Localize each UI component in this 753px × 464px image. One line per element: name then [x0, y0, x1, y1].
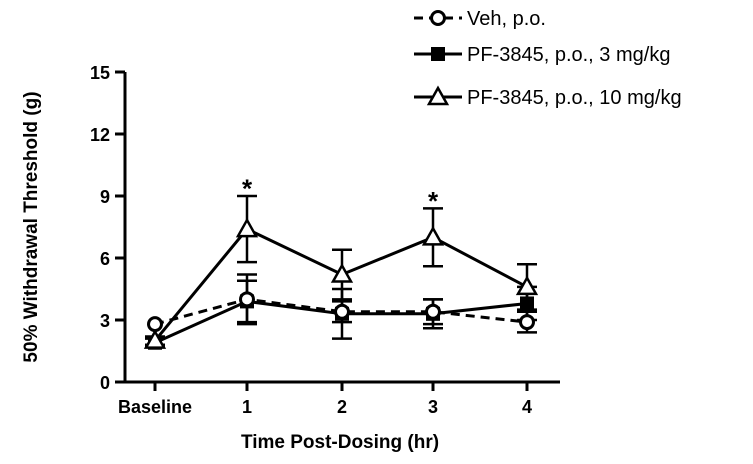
y-tick-label: 0 — [100, 373, 110, 393]
data-point — [239, 291, 255, 308]
x-tick-label: 3 — [428, 397, 438, 417]
annotation-layer: * * — [242, 174, 439, 216]
data-point — [147, 316, 163, 333]
x-axis-label: Time Post-Dosing (hr) — [241, 432, 439, 453]
series-layer — [143, 194, 539, 350]
x-tick-label: 4 — [522, 397, 532, 417]
data-point — [334, 303, 350, 320]
data-point — [235, 217, 259, 238]
data-point — [143, 329, 167, 349]
significance-marker: * — [428, 186, 439, 216]
y-tick-label: 15 — [90, 63, 110, 83]
x-tick-label: 2 — [337, 397, 347, 417]
legend-label: PF-3845, p.o., 3 mg/kg — [467, 44, 670, 66]
data-point — [519, 314, 535, 331]
data-point — [330, 262, 354, 283]
y-ticks: 0 3 6 9 12 15 — [90, 63, 125, 393]
significance-marker: * — [242, 174, 253, 204]
legend-marker — [426, 85, 450, 106]
series-2 — [143, 194, 539, 349]
legend-marker — [430, 10, 446, 26]
legend-marker — [431, 47, 445, 61]
x-tick-label: 1 — [242, 397, 252, 417]
series-0 — [147, 273, 537, 334]
legend: Veh, p.o. PF-3845, p.o., 3 mg/kg PF-3845, … — [414, 8, 682, 109]
legend-label: Veh, p.o. — [467, 8, 546, 30]
series-line — [154, 297, 528, 326]
y-tick-label: 6 — [100, 249, 110, 269]
legend-label: PF-3845, p.o., 10 mg/kg — [467, 87, 682, 109]
data-point — [425, 303, 441, 320]
y-tick-label: 9 — [100, 187, 110, 207]
y-tick-label: 3 — [100, 311, 110, 331]
x-ticks: Baseline 1 2 3 4 — [118, 382, 532, 417]
y-tick-label: 12 — [90, 125, 110, 145]
y-axis-label: 50% Withdrawal Threshold (g) — [21, 91, 42, 362]
x-tick-label: Baseline — [118, 397, 192, 417]
data-point — [515, 275, 539, 296]
data-point — [421, 225, 445, 246]
